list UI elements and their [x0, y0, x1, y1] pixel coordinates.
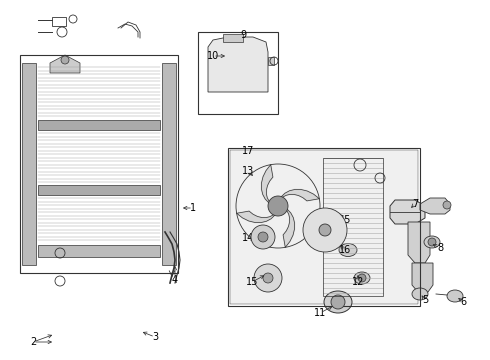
Ellipse shape	[447, 290, 463, 302]
Polygon shape	[310, 220, 321, 233]
Text: 16: 16	[339, 245, 351, 255]
Text: 14: 14	[242, 233, 254, 243]
Polygon shape	[311, 234, 326, 242]
Polygon shape	[408, 222, 430, 263]
Polygon shape	[327, 223, 343, 230]
Circle shape	[319, 224, 331, 236]
Text: 7: 7	[412, 199, 418, 209]
Polygon shape	[237, 211, 275, 222]
Circle shape	[331, 295, 345, 309]
Bar	[268, 57, 274, 65]
Text: 1: 1	[190, 203, 196, 213]
Text: 15: 15	[246, 277, 258, 287]
Bar	[38, 120, 160, 130]
Text: 11: 11	[314, 308, 326, 318]
Circle shape	[428, 238, 436, 246]
Text: 15: 15	[339, 215, 351, 225]
Bar	[198, 32, 278, 114]
Polygon shape	[208, 37, 268, 92]
Bar	[22, 63, 36, 265]
Text: 2: 2	[30, 337, 36, 347]
Polygon shape	[329, 231, 334, 247]
Circle shape	[443, 201, 451, 209]
Bar	[20, 55, 178, 273]
Bar	[52, 17, 66, 26]
Circle shape	[268, 196, 288, 216]
Text: 5: 5	[422, 295, 428, 305]
Circle shape	[263, 273, 273, 283]
Ellipse shape	[354, 272, 370, 284]
Polygon shape	[390, 200, 425, 224]
Circle shape	[251, 225, 275, 249]
Polygon shape	[320, 213, 330, 227]
Text: 17: 17	[242, 146, 254, 156]
Bar	[228, 148, 420, 306]
Ellipse shape	[412, 288, 428, 300]
Bar	[38, 245, 160, 257]
Polygon shape	[280, 189, 319, 201]
Bar	[230, 150, 418, 304]
Ellipse shape	[424, 236, 440, 248]
Text: 9: 9	[240, 30, 246, 40]
Text: 13: 13	[242, 166, 254, 176]
Bar	[223, 34, 243, 42]
Text: 4: 4	[172, 275, 178, 285]
Circle shape	[254, 264, 282, 292]
Polygon shape	[283, 208, 294, 247]
Ellipse shape	[339, 243, 357, 257]
Circle shape	[258, 232, 268, 242]
Ellipse shape	[324, 291, 352, 313]
Circle shape	[303, 208, 347, 252]
Circle shape	[358, 274, 366, 282]
Bar	[162, 63, 176, 265]
Text: 3: 3	[152, 332, 158, 342]
Bar	[323, 158, 383, 296]
Polygon shape	[50, 55, 80, 73]
Text: 8: 8	[437, 243, 443, 253]
Text: 12: 12	[352, 277, 364, 287]
Polygon shape	[420, 198, 450, 214]
Text: 10: 10	[207, 51, 219, 61]
Bar	[38, 185, 160, 195]
Text: 6: 6	[460, 297, 466, 307]
Polygon shape	[412, 263, 433, 292]
Circle shape	[61, 56, 69, 64]
Polygon shape	[262, 165, 273, 204]
